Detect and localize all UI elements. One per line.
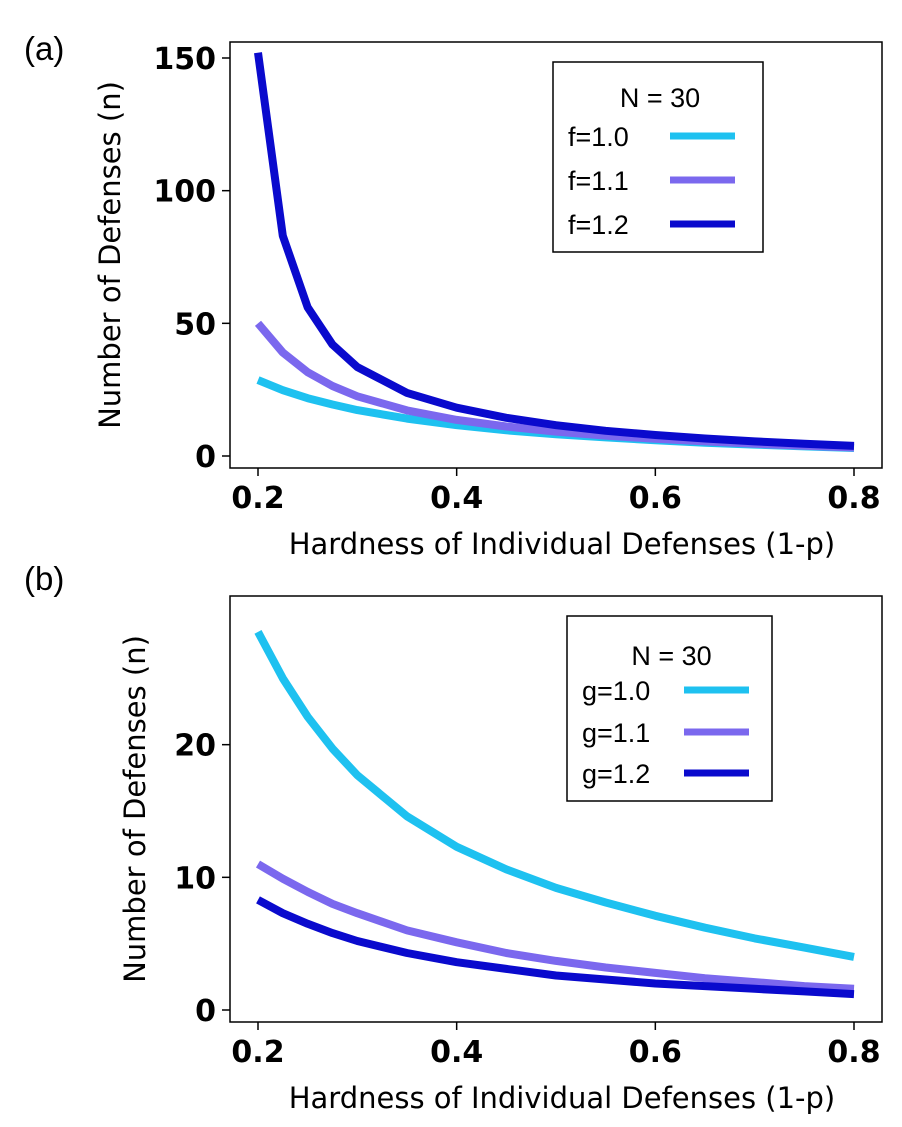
x-tick-label-1-2: 0.6 — [629, 1035, 682, 1070]
x-tick-label-1-3: 0.8 — [827, 1035, 880, 1070]
y-tick-label-0-1: 50 — [174, 307, 216, 342]
y-axis-label-0: Number of Defenses (n) — [93, 81, 127, 429]
x-tick-label-1-1: 0.4 — [430, 1035, 483, 1070]
x-tick-label-0-1: 0.4 — [430, 481, 483, 516]
y-tick-label-0-3: 150 — [153, 42, 216, 77]
series-line-1-g=1.1 — [255, 860, 855, 993]
x-axis-label-0: Hardness of Individual Defenses (1-p) — [289, 527, 836, 561]
panel-label-0: (a) — [24, 30, 64, 67]
panel-label-1: (b) — [24, 560, 64, 597]
y-tick-label-1-2: 20 — [174, 729, 216, 764]
legend-label-1-1: g=1.1 — [582, 718, 650, 748]
legend-label-1-0: g=1.0 — [582, 676, 650, 706]
y-axis-label-1: Number of Defenses (n) — [118, 635, 152, 983]
legend-title-1: N = 30 — [631, 641, 711, 671]
legend-title-0: N = 30 — [620, 83, 700, 113]
series-line-0-f=1.2 — [254, 52, 855, 450]
legend-box-0 — [552, 61, 764, 253]
x-tick-label-1-0: 0.2 — [231, 1035, 284, 1070]
legend-label-1-2: g=1.2 — [582, 759, 650, 789]
x-tick-label-0-2: 0.6 — [629, 481, 682, 516]
x-axis-label-1: Hardness of Individual Defenses (1-p) — [289, 1081, 836, 1115]
plot-frame-0 — [229, 41, 883, 469]
plot-frame-1 — [229, 595, 883, 1023]
y-tick-label-0-0: 0 — [195, 440, 216, 475]
legend-label-0-2: f=1.2 — [568, 210, 629, 240]
x-tick-label-0-0: 0.2 — [231, 481, 284, 516]
legend-label-0-0: f=1.0 — [568, 122, 629, 152]
series-line-1-g=1.0 — [254, 630, 855, 961]
x-tick-label-0-3: 0.8 — [827, 481, 880, 516]
series-line-1-g=1.2 — [256, 896, 855, 999]
legend-label-0-1: f=1.1 — [568, 166, 629, 196]
y-tick-label-0-2: 100 — [153, 175, 216, 210]
y-tick-label-1-1: 10 — [174, 861, 216, 896]
y-tick-label-1-0: 0 — [195, 994, 216, 1029]
